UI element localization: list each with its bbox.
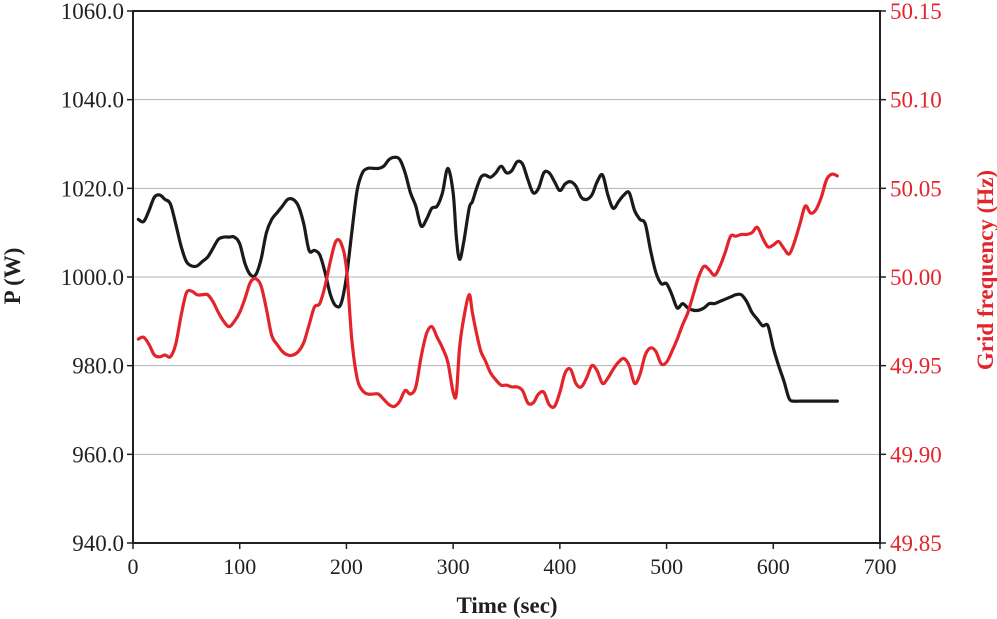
power-series-line — [136, 155, 839, 403]
right-tick-label: 50.05 — [890, 176, 942, 201]
gridlines — [133, 99, 880, 455]
left-tick-label: 1000.0 — [61, 265, 124, 290]
right-tick-label: 49.95 — [890, 354, 942, 379]
x-tick-label: 100 — [223, 554, 256, 579]
x-tick-label: 400 — [543, 554, 576, 579]
x-tick-label: 0 — [128, 554, 139, 579]
x-axis-label: Time (sec) — [456, 593, 557, 618]
right-tick-label: 49.90 — [890, 442, 942, 467]
right-tick-label: 50.10 — [890, 88, 942, 113]
right-axis-ticks: 49.85 49.90 49.95 50.00 50.05 50.10 50.15 — [880, 0, 942, 556]
right-tick-label: 50.00 — [890, 265, 942, 290]
x-tick-label: 700 — [864, 554, 897, 579]
left-axis-ticks: 940.0 960.0 980.0 1000.0 1020.0 1040.0 1060.0 — [61, 0, 133, 556]
y-axis-label: P (W) — [0, 248, 25, 305]
left-tick-label: 980.0 — [72, 354, 124, 379]
x-tick-label: 600 — [757, 554, 790, 579]
right-tick-label: 49.85 — [890, 531, 942, 556]
series-layer — [136, 155, 839, 410]
x-tick-label: 200 — [330, 554, 363, 579]
left-tick-label: 1020.0 — [61, 176, 124, 201]
left-tick-label: 1040.0 — [61, 88, 124, 113]
x-tick-label: 300 — [437, 554, 470, 579]
left-tick-label: 1060.0 — [61, 0, 124, 24]
right-tick-label: 50.15 — [890, 0, 942, 24]
left-tick-label: 960.0 — [72, 442, 124, 467]
x-axis-ticks: 0 100 200 300 400 500 600 700 — [128, 543, 897, 579]
x-tick-label: 500 — [650, 554, 683, 579]
frequency-series-line — [136, 172, 839, 410]
left-tick-label: 940.0 — [72, 531, 124, 556]
y2-axis-label: Grid frequency (Hz) — [973, 170, 997, 370]
